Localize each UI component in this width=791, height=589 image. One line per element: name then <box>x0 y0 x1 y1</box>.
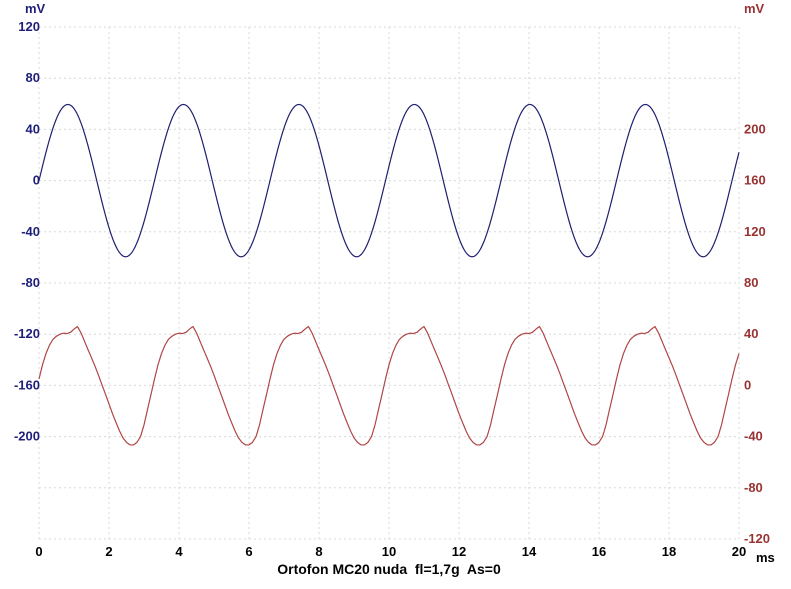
y-left-tick-label: -120 <box>14 326 40 341</box>
y-left-axis-unit-label: mV <box>25 1 46 16</box>
y-left-tick-label: 40 <box>26 121 40 136</box>
y-right-tick-label: -120 <box>744 531 770 546</box>
y-left-tick-label: 120 <box>18 19 40 34</box>
y-right-tick-label: 200 <box>744 121 766 136</box>
y-left-tick-label: -200 <box>14 429 40 444</box>
x-tick-label: 2 <box>105 544 112 559</box>
y-right-tick-label: 80 <box>744 275 758 290</box>
y-left-tick-label: -80 <box>21 275 40 290</box>
x-tick-label: 16 <box>592 544 606 559</box>
y-left-tick-label: -160 <box>14 377 40 392</box>
y-right-axis-unit-label: mV <box>744 1 765 16</box>
x-tick-label: 6 <box>245 544 252 559</box>
x-tick-label: 0 <box>35 544 42 559</box>
x-axis-unit-label: ms <box>756 550 775 565</box>
x-tick-label: 4 <box>175 544 183 559</box>
y-right-tick-label: 120 <box>744 224 766 239</box>
y-right-tick-label: 40 <box>744 326 758 341</box>
y-right-tick-label: 160 <box>744 173 766 188</box>
x-tick-label: 10 <box>382 544 396 559</box>
y-right-tick-label: 0 <box>744 377 751 392</box>
y-left-tick-label: 80 <box>26 70 40 85</box>
y-left-tick-label: -40 <box>21 224 40 239</box>
y-right-tick-label: -80 <box>744 480 763 495</box>
x-tick-label: 12 <box>452 544 466 559</box>
chart-title: Ortofon MC20 nuda fl=1,7g As=0 <box>277 561 501 577</box>
y-right-tick-label: -40 <box>744 429 763 444</box>
x-tick-label: 20 <box>732 544 746 559</box>
blue-sine-waveform <box>38 103 740 258</box>
x-tick-label: 18 <box>662 544 676 559</box>
y-left-tick-label: 0 <box>33 173 40 188</box>
red-distorted-waveform <box>38 325 740 446</box>
x-tick-label: 8 <box>315 544 322 559</box>
x-tick-label: 14 <box>522 544 537 559</box>
